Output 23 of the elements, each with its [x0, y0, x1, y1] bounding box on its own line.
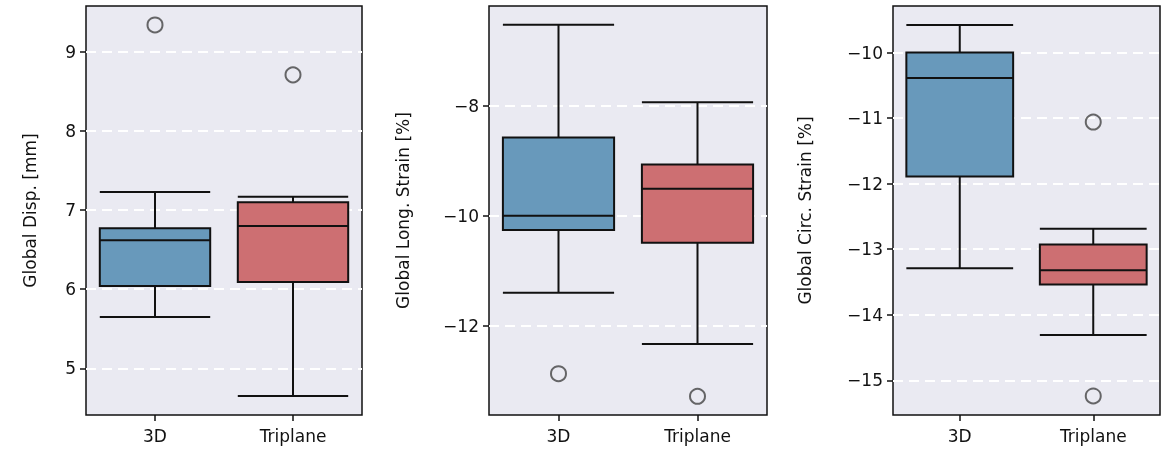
- x-tick-label: 3D: [546, 425, 571, 446]
- y-tick-label: −10: [847, 42, 883, 63]
- y-tick-label: 9: [65, 41, 76, 62]
- y-tick-label: −11: [847, 108, 883, 129]
- x-tick-label: Triplane: [1058, 425, 1127, 446]
- x-tick-label: 3D: [143, 425, 167, 446]
- y-tick-label: 7: [65, 200, 76, 221]
- x-tick-label: Triplane: [258, 425, 327, 446]
- y-tick-label: −12: [443, 315, 479, 336]
- y-tick-label: −13: [847, 239, 883, 260]
- y-tick-label: −12: [847, 173, 883, 194]
- y-tick-label: −15: [847, 370, 883, 391]
- y-tick-label: −14: [847, 304, 883, 325]
- x-tick-label: 3D: [947, 425, 972, 446]
- y-tick-label: 5: [65, 358, 76, 379]
- y-tick-label: −8: [453, 95, 479, 116]
- y-axis-title: Global Long. Strain [%]: [392, 112, 413, 309]
- x-tick-label: Triplane: [663, 425, 731, 446]
- y-tick-label: 8: [65, 120, 76, 141]
- y-axis-title: Global Circ. Strain [%]: [794, 116, 815, 305]
- y-axis-title: Global Disp. [mm]: [19, 133, 40, 288]
- y-tick-label: −10: [443, 205, 479, 226]
- y-tick-label: 6: [65, 279, 76, 300]
